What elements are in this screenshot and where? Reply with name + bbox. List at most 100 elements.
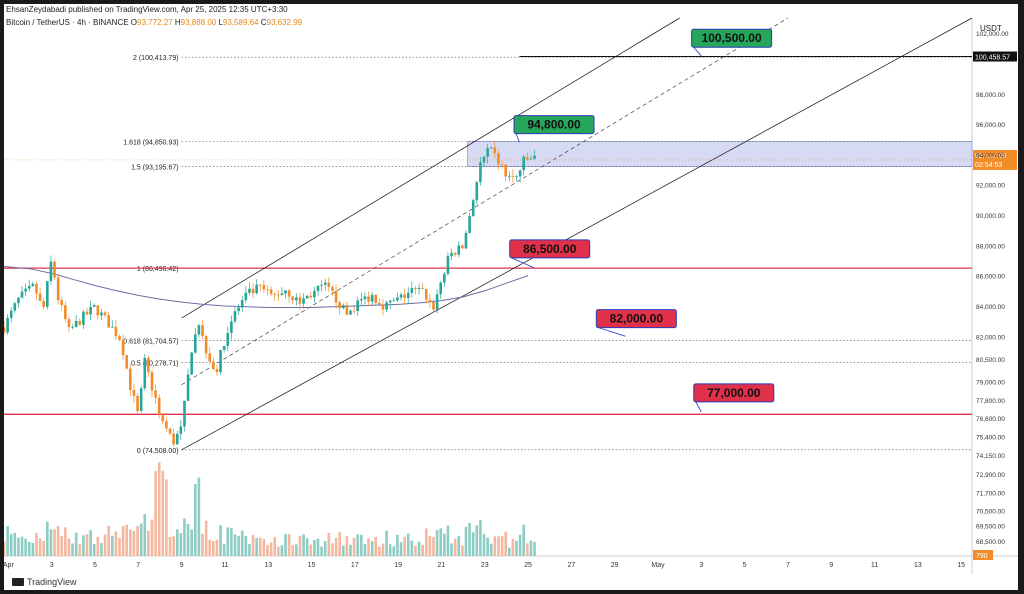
volume-bar [479, 519, 482, 556]
candle-body [4, 327, 6, 333]
volume-bar [27, 541, 31, 556]
y-tick-20: 69,500.00 [976, 524, 1005, 531]
volume-bar [349, 544, 352, 556]
candle-body [197, 325, 201, 335]
candle-body [432, 302, 435, 310]
last-price-label: 93,632.99 [975, 153, 1006, 160]
candle-body [334, 290, 338, 303]
volume-bar [493, 536, 497, 556]
symbol-header: Bitcoin / TetherUS · 4h · BINANCE O93,77… [6, 18, 302, 27]
candle-body [201, 325, 204, 337]
y-tick-5: 92,000.00 [976, 183, 1005, 190]
x-tick-12: 25 [524, 562, 532, 569]
channel-middle [181, 17, 789, 386]
volume-bar [154, 471, 157, 556]
x-tick-10: 21 [438, 562, 446, 569]
candle-body [31, 283, 35, 286]
volume-bar [313, 539, 316, 556]
candle-body [9, 310, 13, 318]
fib-label-4: 0.618 (81,704.57) [123, 339, 178, 346]
candle-body [352, 310, 356, 312]
ohlc-high-label: H [174, 18, 181, 27]
candle-body [316, 285, 320, 291]
target-box-2 [509, 239, 591, 259]
x-tick-14: 29 [611, 562, 619, 569]
ohlc-low-label: L [218, 18, 223, 27]
y-tick-2: 98,000.00 [976, 92, 1005, 99]
volume-bar [497, 536, 500, 556]
volume-bar [114, 531, 118, 556]
x-tick-8: 17 [351, 562, 359, 569]
volume-bar [385, 530, 388, 556]
x-tick-9: 19 [394, 562, 402, 569]
volume-bar [204, 520, 208, 556]
candle-body [190, 352, 193, 375]
volume-bar [341, 545, 345, 556]
x-tick-17: 5 [743, 562, 747, 569]
volume-bar [129, 529, 132, 556]
candle-body [147, 357, 150, 373]
volume-bar [53, 529, 56, 556]
volume-bar [280, 545, 284, 556]
x-tick-16: 3 [699, 562, 703, 569]
publisher-line: EhsanZeydabadi published on TradingView.… [6, 5, 288, 14]
candle-body [251, 288, 255, 294]
fib-label-1: 1.618 (94,850.93) [123, 139, 178, 146]
candle-body [244, 292, 248, 301]
volume-bar [96, 536, 100, 556]
volume-bar [338, 532, 341, 556]
candle-body [64, 305, 67, 320]
candle-body [439, 282, 443, 295]
candle-body [67, 319, 71, 328]
price-chart[interactable]: 2 (100,413.79) 1.618 (94,850.93) 1.5 (93,1… [4, 4, 1018, 590]
candle-body [323, 282, 327, 285]
volume-bar [327, 532, 331, 556]
candle-body [85, 311, 89, 315]
volume-bar [85, 534, 89, 556]
candle-body [38, 293, 42, 301]
volume-bar [103, 534, 107, 556]
volume-bar [518, 534, 522, 556]
x-tick-15: May [651, 562, 665, 569]
volume-bar [482, 534, 486, 556]
target-label-3: 82,000.00 [610, 312, 664, 326]
candle-body [215, 369, 219, 373]
volume-bar [244, 535, 248, 556]
candle-body [378, 302, 381, 305]
volume-bar [345, 536, 349, 556]
candle-body [89, 306, 92, 315]
candle-body [424, 288, 428, 300]
candle-body [468, 216, 471, 233]
volume-bar [309, 544, 313, 556]
candle-body [258, 284, 262, 286]
candle-body [179, 426, 183, 434]
candle-body [219, 349, 222, 373]
volume-bar [399, 542, 403, 556]
candle-body [497, 153, 500, 165]
candle-body [136, 395, 139, 411]
volume-bar [38, 538, 42, 556]
y-tick-18: 71,700.00 [976, 490, 1005, 497]
candle-body [100, 312, 103, 316]
volume-bar [89, 530, 92, 556]
candle-body [515, 176, 518, 178]
volume-bar [147, 530, 150, 556]
volume-bar [295, 544, 298, 556]
ohlc-high: 93,888.00 [180, 18, 217, 27]
volume-bar [258, 537, 262, 556]
price-tag-0: 100,458.57 [975, 55, 1010, 62]
volume-bar [20, 536, 24, 556]
volume-bar [31, 542, 35, 556]
volume-bar [461, 545, 464, 556]
volume-bar [92, 543, 96, 556]
volume-bar [489, 543, 493, 556]
volume-bar [331, 543, 334, 556]
volume-bar [233, 534, 237, 556]
volume-bar [370, 541, 374, 556]
candle-body [193, 334, 197, 353]
fib-label-0: 2 (100,413.79) [133, 55, 179, 62]
candle-body [248, 288, 251, 293]
x-tick-11: 23 [481, 562, 489, 569]
candle-body [421, 288, 424, 289]
candle-body [367, 296, 370, 302]
